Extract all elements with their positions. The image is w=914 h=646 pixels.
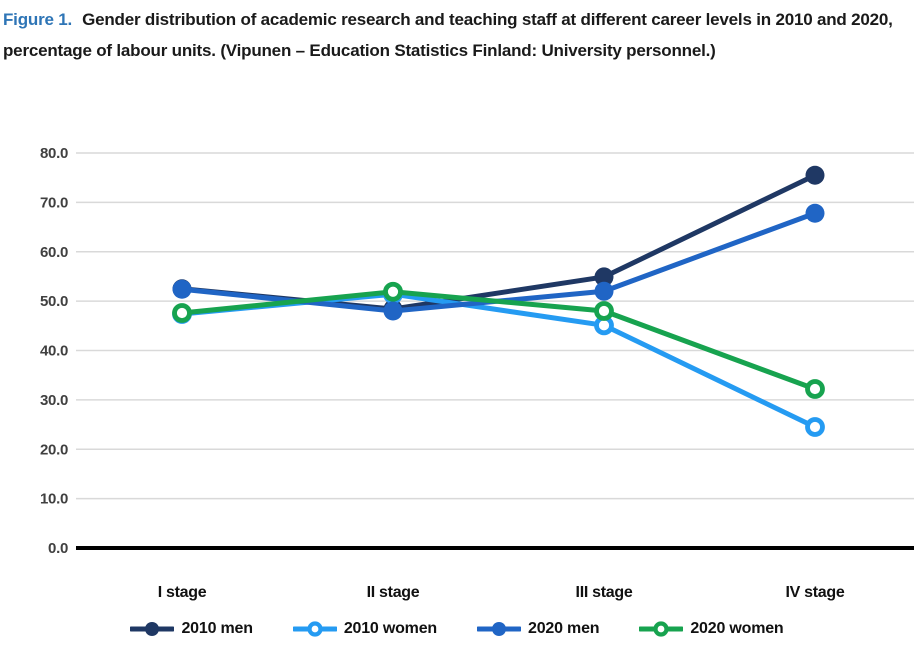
y-tick-label-10.0: 10.0	[40, 491, 68, 508]
legend-item-2020-men: 2020 men	[477, 620, 600, 638]
data-point-2020-men-IV-stage	[805, 203, 825, 223]
x-axis-label-IV-stage: IV stage	[786, 584, 845, 601]
line-chart: 0.0 10.0 20.0 30.0 40.0 50.0 60.0 70.0 80.0 I sta…	[40, 145, 914, 601]
legend-label-2020-women: 2020 women	[690, 620, 784, 637]
figure-caption: Figure 1. Gender distribution of academic…	[3, 5, 909, 66]
data-point-2010-women-IV-stage	[805, 417, 825, 437]
x-axis-label-III-stage: III stage	[576, 584, 633, 601]
legend-marker-2010-men	[130, 622, 175, 636]
legend-item-2010-women: 2010 women	[292, 620, 437, 638]
y-tick-label-60.0: 60.0	[40, 244, 68, 261]
legend-marker-2020-women	[639, 621, 684, 637]
data-point-2020-men-I-stage	[172, 279, 192, 299]
series-line-2010-women	[179, 291, 818, 430]
data-point-2020-men-II-stage	[383, 301, 403, 321]
y-tick-label-40.0: 40.0	[40, 343, 68, 360]
y-tick-label-30.0: 30.0	[40, 392, 68, 409]
y-tick-label-20.0: 20.0	[40, 441, 68, 458]
series-line-2020-women	[179, 289, 818, 392]
data-point-2020-women-II-stage	[383, 281, 403, 302]
y-tick-label-50.0: 50.0	[40, 293, 68, 310]
legend-marker-2010-women	[292, 621, 337, 637]
chart-legend: 2010 men 2010 women 2020 men 2020 women	[0, 620, 914, 638]
data-point-2020-women-IV-stage	[805, 379, 825, 399]
y-tick-label-70.0: 70.0	[40, 194, 68, 211]
data-point-2020-women-I-stage	[172, 303, 192, 323]
y-tick-label-80.0: 80.0	[40, 145, 68, 162]
legend-label-2010-men: 2010 men	[181, 620, 253, 637]
data-point-2010-men-IV-stage	[805, 165, 825, 185]
legend-item-2010-men: 2010 men	[130, 620, 253, 638]
series-line-2010-men	[179, 172, 818, 312]
legend-label-2020-men: 2020 men	[528, 620, 600, 637]
y-tick-label-0.0: 0.0	[48, 540, 68, 557]
legend-label-2010-women: 2010 women	[343, 620, 437, 637]
legend-marker-2020-men	[477, 622, 521, 636]
data-point-2020-men-III-stage	[594, 281, 614, 301]
figure-label: Figure 1.	[3, 10, 73, 29]
figure-title-text: Gender distribution of academic research…	[3, 10, 893, 60]
x-axis-label-II-stage: II stage	[367, 584, 420, 601]
legend-item-2020-women: 2020 women	[639, 620, 784, 638]
data-point-2010-men-III-stage	[594, 267, 614, 287]
data-point-2020-women-III-stage	[594, 301, 614, 321]
x-axis-label-I-stage: I stage	[158, 584, 207, 601]
